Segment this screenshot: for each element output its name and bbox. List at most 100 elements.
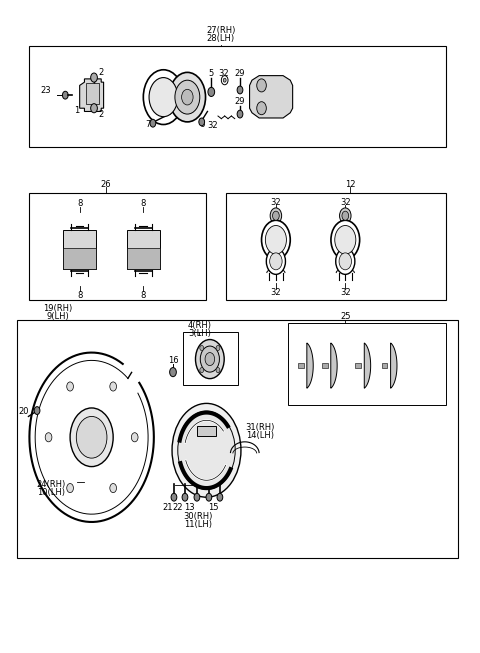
Bar: [127, 230, 159, 269]
Text: 32: 32: [271, 288, 281, 297]
Circle shape: [91, 104, 97, 113]
Circle shape: [216, 345, 220, 351]
Text: 26: 26: [101, 180, 111, 189]
Polygon shape: [80, 79, 104, 112]
Text: 8: 8: [141, 200, 146, 208]
Circle shape: [181, 89, 193, 105]
Polygon shape: [307, 343, 313, 389]
Circle shape: [335, 225, 356, 254]
Circle shape: [270, 208, 282, 223]
Bar: [322, 363, 327, 368]
Polygon shape: [364, 343, 371, 389]
Circle shape: [206, 493, 212, 501]
Text: 17: 17: [216, 434, 226, 443]
Text: 8: 8: [141, 291, 146, 300]
Circle shape: [149, 78, 178, 117]
Text: 22: 22: [172, 503, 183, 512]
Circle shape: [237, 110, 243, 118]
Bar: [17, 320, 458, 558]
Circle shape: [257, 79, 266, 92]
Circle shape: [217, 493, 223, 501]
Circle shape: [144, 70, 183, 125]
Circle shape: [171, 493, 177, 501]
Bar: [127, 247, 159, 269]
Text: 15: 15: [208, 503, 219, 512]
Bar: [298, 363, 304, 368]
Circle shape: [339, 208, 351, 223]
Text: 9(LH): 9(LH): [47, 312, 70, 321]
Text: 11(LH): 11(LH): [184, 520, 212, 529]
Text: 29: 29: [235, 97, 245, 106]
Text: 14(LH): 14(LH): [246, 432, 274, 441]
Text: 10(LH): 10(LH): [37, 488, 65, 496]
Text: 25: 25: [340, 312, 350, 321]
Circle shape: [62, 91, 68, 99]
Text: 18: 18: [216, 421, 227, 430]
Text: 32: 32: [340, 199, 350, 207]
Text: 23: 23: [41, 86, 51, 95]
Bar: [288, 323, 446, 405]
Circle shape: [200, 368, 204, 373]
Text: 8: 8: [77, 291, 83, 300]
Text: 2: 2: [98, 110, 104, 119]
Circle shape: [221, 76, 228, 85]
Circle shape: [195, 340, 224, 379]
Circle shape: [34, 407, 40, 415]
Circle shape: [172, 404, 241, 497]
Text: 32: 32: [271, 199, 281, 207]
Circle shape: [223, 78, 226, 82]
Circle shape: [169, 72, 205, 122]
Text: 16: 16: [168, 356, 178, 365]
Circle shape: [257, 102, 266, 115]
Text: 12: 12: [345, 180, 355, 189]
Polygon shape: [331, 343, 337, 389]
Circle shape: [110, 382, 117, 391]
Text: 29: 29: [235, 69, 245, 78]
Polygon shape: [250, 76, 293, 118]
Circle shape: [199, 118, 204, 126]
Bar: [29, 46, 446, 148]
Circle shape: [237, 86, 243, 94]
Text: 1: 1: [74, 106, 79, 115]
Text: 21: 21: [162, 503, 172, 512]
Circle shape: [273, 211, 279, 220]
Circle shape: [67, 382, 73, 391]
Bar: [63, 247, 96, 269]
Circle shape: [200, 346, 219, 372]
Circle shape: [266, 248, 286, 274]
Circle shape: [67, 483, 73, 492]
Text: 31(RH): 31(RH): [245, 423, 275, 432]
Text: 7: 7: [145, 120, 151, 129]
Text: 30(RH): 30(RH): [184, 512, 213, 521]
Text: 2: 2: [98, 68, 104, 77]
Bar: [86, 83, 99, 104]
Bar: [29, 193, 206, 300]
Circle shape: [208, 88, 215, 97]
Circle shape: [331, 220, 360, 259]
Circle shape: [262, 220, 290, 259]
Text: 5: 5: [209, 69, 214, 78]
Bar: [226, 193, 446, 300]
Circle shape: [182, 493, 188, 501]
Text: 24(RH): 24(RH): [36, 480, 66, 488]
Text: 20: 20: [18, 407, 29, 416]
Circle shape: [76, 417, 107, 458]
Text: 19(RH): 19(RH): [44, 304, 73, 313]
Bar: [355, 363, 361, 368]
Text: 32: 32: [207, 121, 217, 131]
Text: 8: 8: [77, 200, 83, 208]
Circle shape: [45, 433, 52, 442]
Circle shape: [205, 353, 215, 366]
Bar: [197, 426, 216, 436]
Circle shape: [339, 253, 351, 270]
Text: 27(RH): 27(RH): [206, 25, 236, 35]
Circle shape: [342, 211, 348, 220]
Circle shape: [194, 493, 200, 501]
Text: 28(LH): 28(LH): [207, 34, 235, 43]
Bar: [63, 230, 96, 269]
Circle shape: [265, 225, 287, 254]
Circle shape: [270, 253, 282, 270]
Circle shape: [200, 345, 204, 351]
Circle shape: [175, 80, 200, 114]
Text: 6: 6: [199, 120, 204, 129]
